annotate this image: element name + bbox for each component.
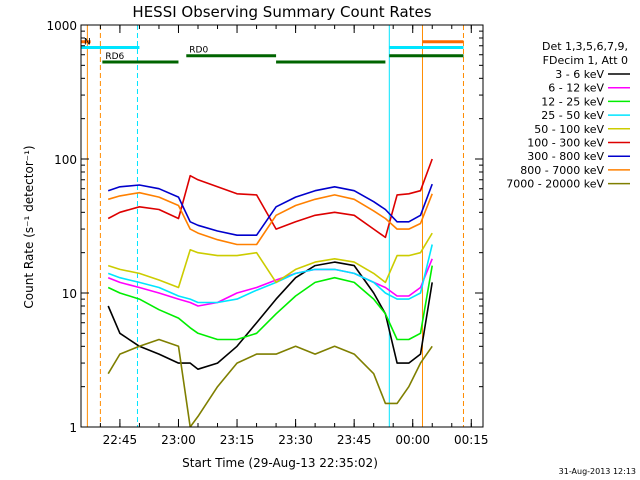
legend-entry-label: 50 - 100 keV [534, 123, 604, 136]
legend-header-line-2: FDecim 1, Att 0 [543, 54, 628, 67]
series-line [107, 232, 433, 289]
series-line [107, 191, 433, 246]
legend-entry-label: 800 - 7000 keV [520, 164, 604, 177]
x-tick-label: 23:15 [220, 433, 255, 447]
legend-entry-label: 7000 - 20000 keV [506, 178, 604, 191]
series-line [107, 258, 433, 307]
x-tick-label: 23:00 [161, 433, 196, 447]
plot-frame [80, 24, 484, 428]
legend-entry-label: 12 - 25 keV [541, 95, 604, 108]
status-segment-label: N [84, 37, 91, 47]
legend-entry-label: 300 - 800 keV [527, 150, 604, 163]
plot-area: N RD0 RD6 [81, 25, 464, 427]
series-line [107, 261, 433, 370]
x-tick-label: 23:45 [337, 433, 372, 447]
x-axis: 22:45 23:00 23:15 23:30 23:45 00:00 00:15 [99, 25, 489, 447]
x-tick-label: 23:30 [278, 433, 313, 447]
status-segment-label: RD6 [105, 52, 124, 62]
y-tick-label: 1000 [46, 19, 77, 33]
legend-entry-label: 3 - 6 keV [555, 68, 604, 81]
status-segment-label: RD0 [189, 46, 208, 56]
x-tick-label: 22:45 [103, 433, 138, 447]
series-line [107, 158, 433, 239]
legend-entry-label: 25 - 50 keV [541, 109, 604, 122]
chart-title: HESSI Observing Summary Count Rates [132, 3, 431, 21]
y-tick-label: 100 [54, 153, 77, 167]
data-series [107, 158, 433, 427]
legend-entry-label: 100 - 300 keV [527, 137, 604, 150]
y-tick-label: 10 [62, 287, 77, 301]
status-segments: N RD0 RD6 [81, 37, 464, 64]
x-axis-label: Start Time (29-Aug-13 22:35:02) [182, 456, 378, 470]
legend: Det 1,3,5,6,7,9, FDecim 1, Att 0 3 - 6 k… [506, 40, 630, 191]
footer-date: 31-Aug-2013 12:13 [559, 467, 636, 476]
series-line [107, 265, 433, 341]
y-axis: 1 10 100 1000 [46, 19, 483, 435]
y-tick-label: 1 [69, 421, 77, 435]
x-tick-label: 00:00 [395, 433, 430, 447]
legend-header-line-1: Det 1,3,5,6,7,9, [542, 40, 628, 53]
series-line [107, 183, 433, 236]
series-line [107, 338, 433, 427]
legend-entry-label: 6 - 12 keV [548, 82, 604, 95]
y-axis-label: Count Rate (s⁻¹ detector⁻¹) [22, 145, 36, 308]
x-tick-label: 00:15 [454, 433, 489, 447]
